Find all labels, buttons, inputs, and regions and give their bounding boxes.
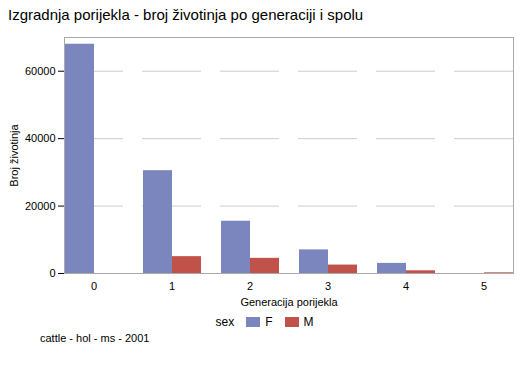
html-text:sex: sex — [215, 315, 235, 329]
svg-text:2: 2 — [247, 280, 253, 292]
html-text:cattle - hol - ms - 2001: cattle - hol - ms - 2001 — [40, 332, 150, 344]
svg-text:1: 1 — [169, 280, 175, 292]
svg-text:60000: 60000 — [25, 65, 56, 77]
svg-text:40000: 40000 — [25, 132, 56, 144]
svg-text:Generacija porijekla: Generacija porijekla — [240, 296, 338, 308]
html-text:F: F — [265, 315, 273, 329]
svg-text:0: 0 — [49, 267, 55, 279]
svg-text:0: 0 — [91, 280, 97, 292]
svg-text:Broj životinja: Broj životinja — [8, 123, 20, 186]
svg-text:4: 4 — [403, 280, 409, 292]
svg-text:3: 3 — [325, 280, 331, 292]
html-text:Izgradnja porijekla - broj živ: Izgradnja porijekla - broj životinja po … — [8, 6, 364, 23]
html-text:M: M — [303, 315, 314, 329]
svg-text:5: 5 — [481, 280, 487, 292]
svg-text:20000: 20000 — [25, 200, 56, 212]
